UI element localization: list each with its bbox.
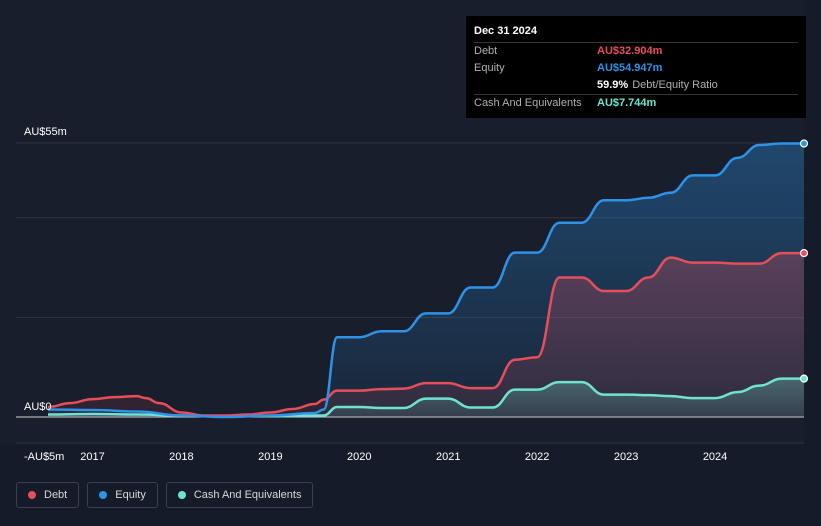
tooltip-label: Equity bbox=[474, 62, 505, 74]
tooltip-value: AU$54.947m bbox=[597, 62, 663, 74]
legend-label: Equity bbox=[115, 489, 146, 501]
x-tick-label: 2017 bbox=[80, 451, 104, 463]
series-areas bbox=[48, 143, 804, 417]
y-tick-label: AU$0 bbox=[24, 401, 52, 413]
debt-area bbox=[48, 253, 804, 417]
cash-and-equivalents-endpoint bbox=[799, 374, 809, 383]
series-lines bbox=[47, 142, 804, 419]
tooltip-value: 59.9% bbox=[597, 79, 629, 91]
x-tick-label: 2024 bbox=[703, 451, 727, 463]
debt-endpoint bbox=[799, 248, 809, 258]
tooltip-row-debt: Debt AU$32.904m bbox=[474, 42, 798, 60]
legend: Debt Equity Cash And Equivalents bbox=[16, 482, 314, 508]
tooltip-panel: Dec 31 2024 Debt AU$32.904m Equity AU$54… bbox=[466, 16, 806, 118]
x-tick-label: 2021 bbox=[436, 451, 460, 463]
y-axis-labels: AU$55m AU$0 -AU$5m bbox=[24, 126, 67, 463]
legend-item-debt[interactable]: Debt bbox=[16, 482, 80, 508]
x-tick-label: 2019 bbox=[258, 451, 282, 463]
debt-line bbox=[47, 251, 804, 417]
x-tick-label: 2018 bbox=[169, 451, 193, 463]
x-axis-labels: 2017 2018 2019 2020 2021 2022 2023 2024 bbox=[80, 451, 727, 463]
tooltip-row-cash: Cash And Equivalents AU$7.744m bbox=[474, 94, 798, 112]
legend-item-equity[interactable]: Equity bbox=[87, 482, 158, 508]
tooltip-date: Dec 31 2024 bbox=[474, 25, 537, 37]
equity-endpoint bbox=[799, 139, 809, 148]
y-tick-label: AU$55m bbox=[24, 126, 67, 138]
cash-and-equivalents-area bbox=[48, 378, 804, 417]
tooltip-ratio-label: Debt/Equity Ratio bbox=[632, 79, 718, 91]
legend-label: Cash And Equivalents bbox=[193, 489, 302, 501]
legend-label: Debt bbox=[44, 489, 68, 501]
y-tick-label: -AU$5m bbox=[24, 451, 64, 463]
equity-line bbox=[47, 142, 804, 419]
tooltip-value: AU$7.744m bbox=[597, 97, 657, 109]
x-tick-label: 2022 bbox=[525, 451, 549, 463]
tooltip-label: Debt bbox=[474, 45, 498, 57]
x-tick-label: 2023 bbox=[614, 451, 638, 463]
equity-dot-icon bbox=[99, 491, 108, 499]
series-endpoints bbox=[799, 139, 809, 383]
legend-item-cash[interactable]: Cash And Equivalents bbox=[165, 482, 314, 508]
tooltip-row-equity: Equity AU$54.947m bbox=[474, 60, 798, 77]
tooltip-value: AU$32.904m bbox=[597, 45, 663, 57]
cash-dot-icon bbox=[177, 491, 186, 499]
tooltip-label bbox=[474, 77, 597, 94]
tooltip-label: Cash And Equivalents bbox=[474, 97, 582, 109]
debt-dot-icon bbox=[28, 491, 36, 499]
x-tick-label: 2020 bbox=[347, 451, 371, 463]
tooltip-row-ratio: 59.9% Debt/Equity Ratio bbox=[474, 77, 798, 94]
